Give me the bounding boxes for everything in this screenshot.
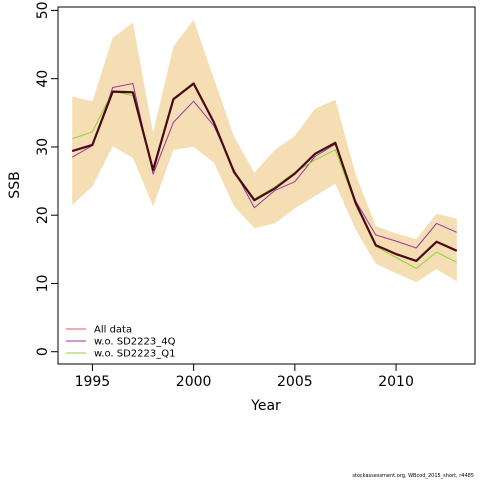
y-axis: 0 10 20 30 40 50 xyxy=(35,1,59,356)
confidence-band xyxy=(72,20,457,283)
legend-label: w.o. SD2223_Q1 xyxy=(94,349,175,360)
y-tick-label: 50 xyxy=(35,1,51,19)
series-line-estimate xyxy=(71,82,458,262)
legend-label: w.o. SD2223_4Q xyxy=(94,337,176,348)
x-tick-label: 1995 xyxy=(75,374,111,390)
y-tick-label: 10 xyxy=(35,275,51,293)
y-tick-label: 20 xyxy=(35,206,51,224)
x-tick-label: 2000 xyxy=(176,374,212,390)
x-axis: 1995 2000 2005 2010 xyxy=(75,363,414,390)
series-line-w-o-sd2223-4q xyxy=(71,83,458,249)
y-axis-label: SSB xyxy=(7,171,23,198)
y-tick-label: 40 xyxy=(35,70,51,88)
series-layer xyxy=(71,82,458,269)
footer-credit: stockassessment.org, WBcod_2015_short, r… xyxy=(352,473,474,479)
legend-label: All data xyxy=(94,325,132,336)
confidence-band-layer xyxy=(72,20,457,283)
x-tick-label: 2005 xyxy=(277,374,313,390)
x-axis-label: Year xyxy=(250,398,281,414)
y-tick-label: 0 xyxy=(35,347,51,356)
y-tick-label: 30 xyxy=(35,138,51,156)
x-tick-label: 2010 xyxy=(378,374,414,390)
